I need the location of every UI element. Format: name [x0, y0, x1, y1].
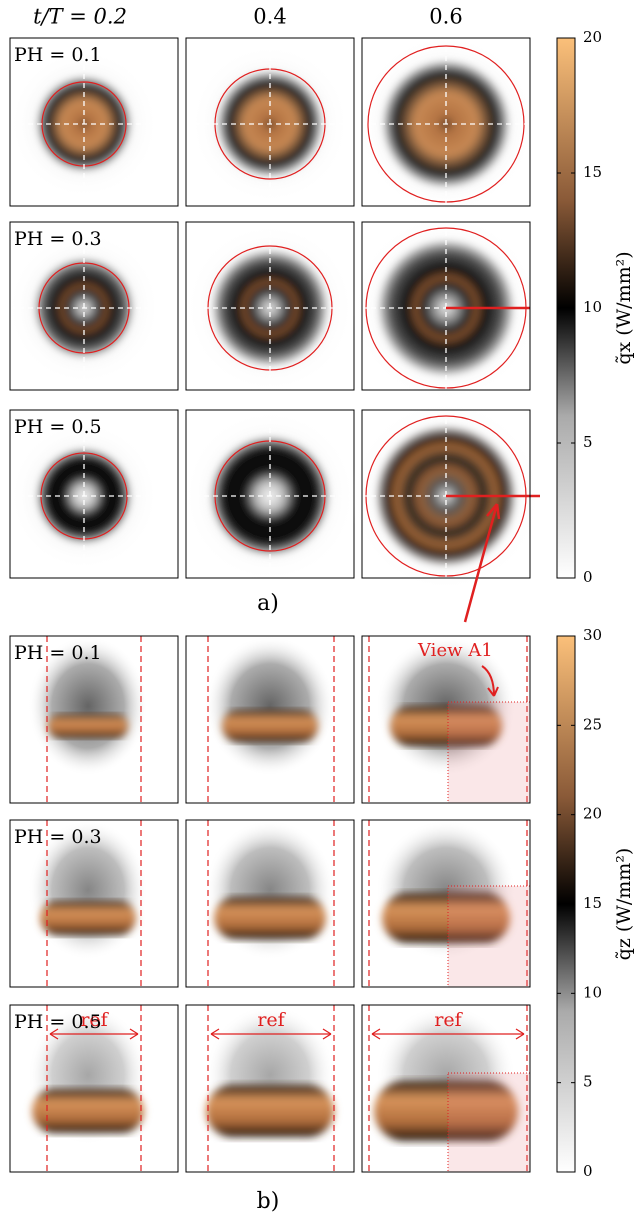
row-label: PH = 0.3 — [14, 228, 102, 250]
colorbar-tick-label: 15 — [583, 894, 602, 912]
heat-band — [40, 901, 136, 935]
ref-label: ref — [434, 1009, 463, 1031]
colorbar-tick-label: 15 — [583, 163, 602, 181]
colorbar-tick-label: 20 — [583, 28, 602, 46]
row-label: PH = 0.3 — [14, 826, 102, 848]
row-label: PH = 0.1 — [14, 642, 102, 664]
row-label: PH = 0.5 — [14, 416, 102, 438]
colorbar-label: q̃x (W/mm²) — [613, 251, 635, 364]
caption: b) — [257, 1189, 280, 1214]
heat-band — [206, 1085, 334, 1137]
view-region — [448, 1073, 530, 1172]
colorbar-tick-label: 0 — [583, 568, 593, 586]
row-label: PH = 0.5 — [14, 1011, 102, 1033]
figure: t/T = 0.2 0.4 0.6 PH = 0.1 PH = 0.3 PH = 0.5 a… — [0, 0, 641, 1224]
column-header: 0.6 — [429, 5, 462, 29]
plume — [205, 636, 335, 776]
colorbar-tick-label: 20 — [583, 805, 602, 823]
column-header: t/T = 0.2 — [33, 5, 127, 29]
colorbar-tick-label: 10 — [583, 298, 602, 316]
view-region — [448, 886, 530, 987]
colorbar-tick-label: 25 — [583, 715, 602, 733]
colorbar-tick-label: 5 — [583, 433, 593, 451]
caption: a) — [257, 591, 279, 616]
colorbar-tick-label: 5 — [583, 1073, 593, 1091]
heat-band — [48, 714, 128, 738]
colorbar-tick-label: 0 — [583, 1162, 593, 1180]
ref-label: ref — [257, 1009, 286, 1031]
colorbar-tick-label: 30 — [583, 626, 602, 644]
heat-band — [32, 1089, 144, 1133]
heat-band — [214, 897, 326, 939]
column-header: 0.4 — [253, 5, 286, 29]
view-region — [448, 702, 530, 803]
row-label: PH = 0.1 — [14, 44, 102, 66]
colorbar-label: q̃z (W/mm²) — [613, 848, 635, 961]
colorbar-tick-label: 10 — [583, 983, 602, 1001]
heat-band — [222, 710, 318, 742]
annotation: View A1 — [417, 640, 493, 661]
